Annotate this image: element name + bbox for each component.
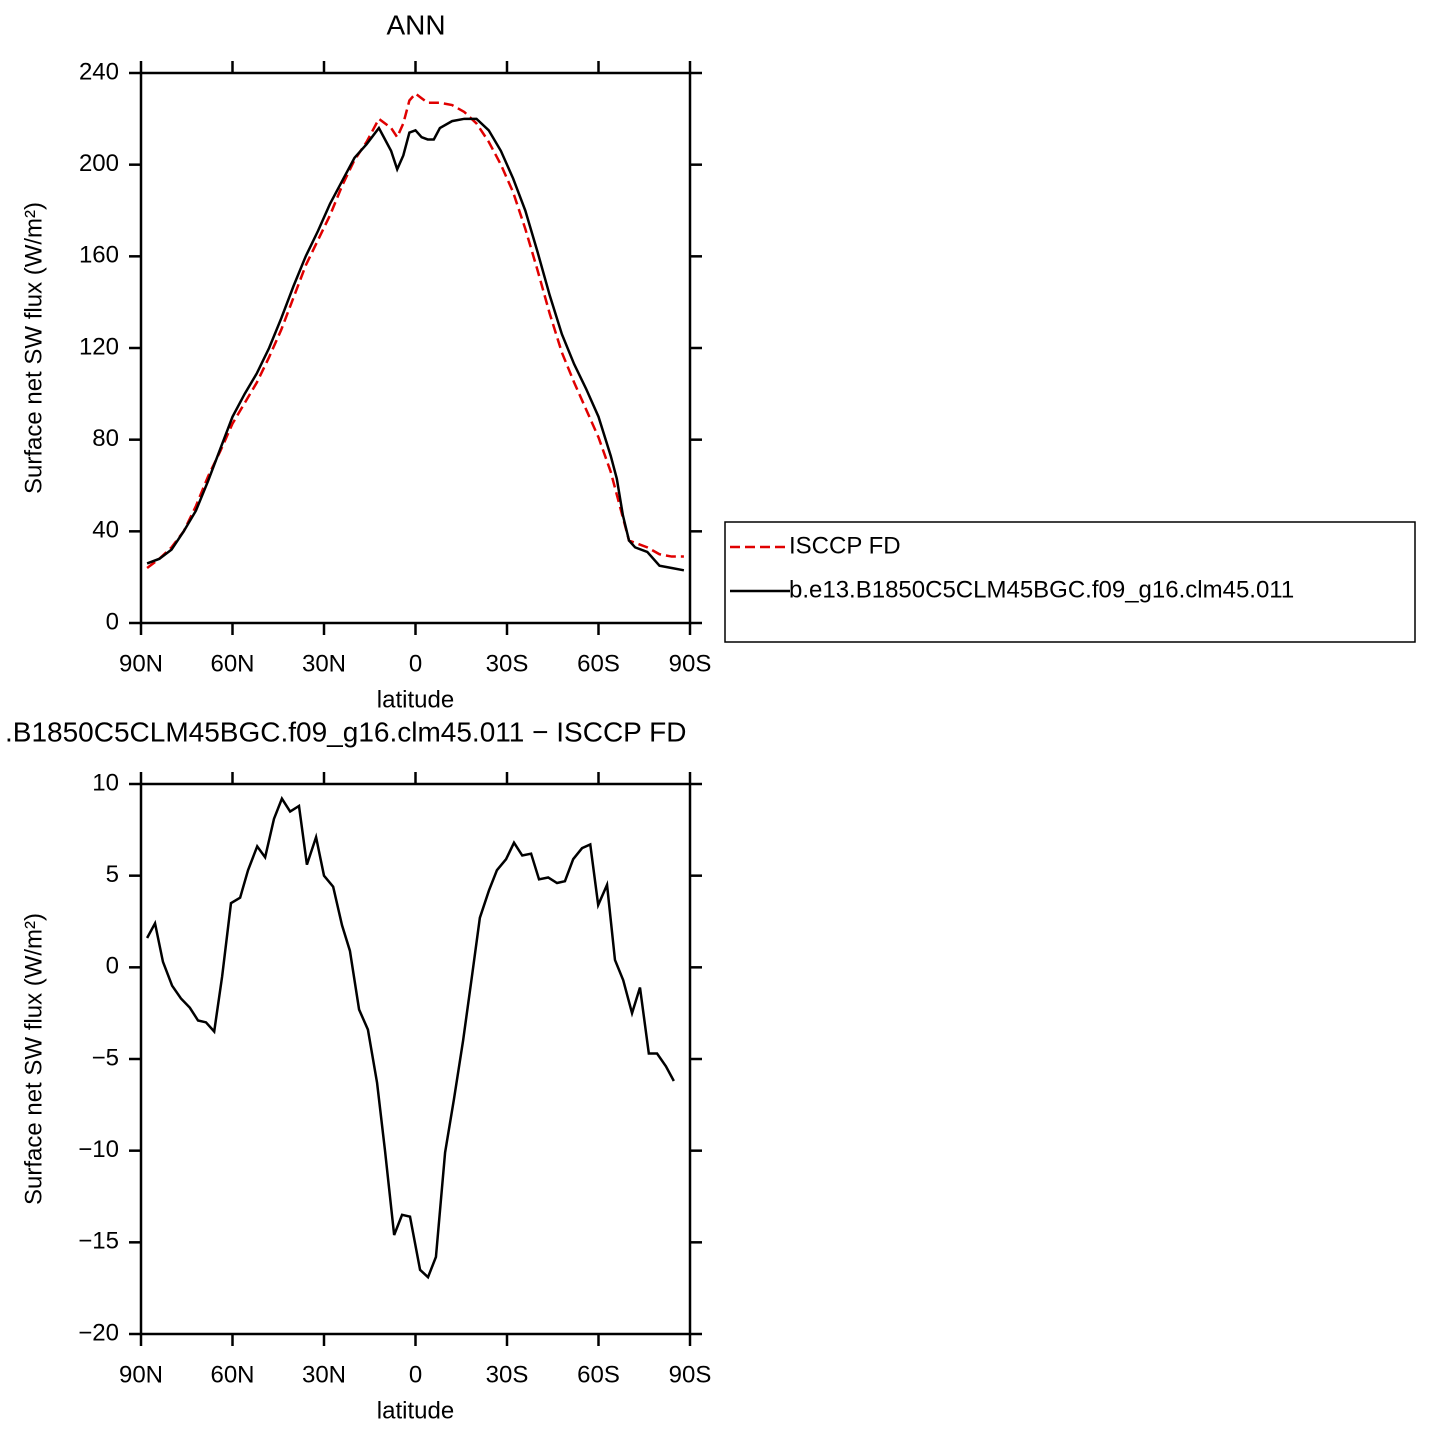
plot-frame	[139, 782, 692, 1336]
y-tick-label: 120	[79, 333, 119, 360]
x-tick-label: 90S	[669, 650, 712, 677]
plot-frame	[139, 71, 692, 625]
y-tick-label: −15	[78, 1228, 119, 1255]
chart-title: .B1850C5CLM45BGC.f09_g16.clm45.011 − ISC…	[5, 716, 686, 747]
y-axis-label: Surface net SW flux (W/m²)	[20, 913, 47, 1205]
x-tick-label: 60S	[577, 650, 620, 677]
x-tick-label: 0	[409, 1361, 422, 1388]
legend-box	[724, 521, 1416, 643]
data-line	[146, 117, 685, 572]
data-line	[146, 795, 675, 1280]
legend-label: ISCCP FD	[789, 532, 901, 559]
y-tick-label: −10	[78, 1136, 119, 1163]
x-tick-label: 30S	[486, 650, 529, 677]
x-tick-label: 90N	[119, 1361, 163, 1388]
x-tick-label: 60N	[210, 1361, 254, 1388]
y-tick-label: 5	[106, 861, 119, 888]
x-axis-label: latitude	[377, 686, 454, 713]
data-line	[146, 91, 684, 569]
y-tick-label: 240	[79, 58, 119, 85]
y-tick-label: 0	[106, 953, 119, 980]
y-tick-label: 0	[106, 608, 119, 635]
x-tick-label: 30S	[486, 1361, 529, 1388]
x-axis-label: latitude	[377, 1397, 454, 1424]
y-tick-label: −20	[78, 1319, 119, 1346]
y-tick-label: 10	[92, 769, 119, 796]
chart-title: ANN	[386, 9, 445, 40]
y-axis-label: Surface net SW flux (W/m²)	[20, 202, 47, 494]
x-tick-label: 60N	[210, 650, 254, 677]
y-tick-label: 80	[92, 425, 119, 452]
x-tick-label: 90S	[669, 1361, 712, 1388]
x-tick-label: 90N	[119, 650, 163, 677]
y-tick-label: 160	[79, 242, 119, 269]
legend-label: b.e13.B1850C5CLM45BGC.f09_g16.clm45.011	[789, 576, 1294, 603]
x-tick-label: 30N	[302, 650, 346, 677]
y-tick-label: 40	[92, 517, 119, 544]
y-tick-label: −5	[92, 1044, 119, 1071]
x-tick-label: 0	[409, 650, 422, 677]
x-tick-label: 30N	[302, 1361, 346, 1388]
y-tick-label: 200	[79, 150, 119, 177]
x-tick-label: 60S	[577, 1361, 620, 1388]
